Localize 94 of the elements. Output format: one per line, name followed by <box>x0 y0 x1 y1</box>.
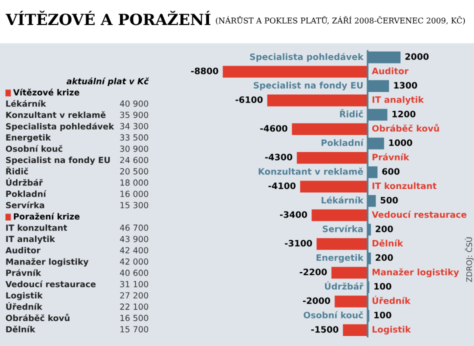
data-label: 1000 <box>389 139 412 146</box>
bar <box>334 296 368 308</box>
data-label: 33 500 <box>120 134 148 141</box>
category-label: Lékárník <box>6 100 46 107</box>
data-label: 1300 <box>394 82 418 89</box>
bar <box>342 324 368 336</box>
category-label: Servírka <box>322 225 363 232</box>
text: Poražení krize <box>14 212 80 220</box>
data-label: -4300 <box>265 154 292 160</box>
category-label: Energetik <box>316 254 364 263</box>
data-label: 27 200 <box>120 292 148 299</box>
text: Vítězové krize <box>13 88 80 96</box>
data-label: -2200 <box>300 268 327 276</box>
data-label: 42 000 <box>120 258 148 265</box>
category-label: Obráběč kovů <box>6 314 70 322</box>
data-label: 15 300 <box>120 202 148 208</box>
bar <box>312 209 368 222</box>
bar <box>316 238 368 250</box>
bar <box>267 94 368 106</box>
data-label: 40 900 <box>120 100 148 107</box>
category-label: Manažer logistiky <box>6 258 88 267</box>
category-label: Pokladní <box>322 138 364 146</box>
category-label: Servírka <box>6 202 44 208</box>
category-label: Logistik <box>372 326 412 334</box>
data-label: 40 600 <box>120 270 148 276</box>
bar <box>222 66 368 78</box>
category-label: IT konzultant <box>6 224 68 231</box>
category-label: Řidič <box>340 109 363 118</box>
data-label: 22 100 <box>120 304 148 310</box>
data-label: 16 000 <box>120 190 148 198</box>
data-label: 100 <box>374 312 392 318</box>
category-label: Dělník <box>372 239 404 247</box>
category-label: Údržbář <box>6 178 43 186</box>
chart-title: VÍTĚZOVÉ A PORAŽENÍ <box>6 10 210 26</box>
category-label: Osobní kouč <box>304 311 363 318</box>
data-label: -4600 <box>260 125 288 132</box>
category-label: Obráběč kovů <box>372 124 439 132</box>
data-label: 100 <box>374 283 392 290</box>
bar <box>292 123 368 136</box>
category-label: Právník <box>372 153 410 160</box>
category-label: Úředník <box>6 302 42 310</box>
category-label: IT konzultant <box>372 182 436 190</box>
data-label: -6100 <box>236 96 263 103</box>
data-label: 200 <box>376 226 393 232</box>
data-label: 200 <box>376 254 393 261</box>
data-label: -8800 <box>191 68 218 74</box>
category-label: Auditor <box>372 67 409 74</box>
data-label: 1200 <box>392 110 416 118</box>
category-label: Specialist na fondy EU <box>6 156 110 165</box>
data-label: -3100 <box>284 240 312 247</box>
data-label: -1500 <box>311 326 338 333</box>
data-label: 18 000 <box>120 179 148 186</box>
data-label: -2000 <box>303 297 330 304</box>
data-label: 600 <box>382 168 400 175</box>
category-label: Osobní kouč <box>6 145 62 152</box>
category-label: Manažer logistiky <box>372 268 459 278</box>
category-label: Pokladní <box>6 190 46 198</box>
category-label: Logistik <box>6 292 43 300</box>
data-label: 34 300 <box>120 123 148 130</box>
data-label: 16 500 <box>120 314 148 322</box>
data-label: 30 900 <box>120 146 148 152</box>
category-label: Specialista pohledávek <box>250 52 364 62</box>
data-label: 500 <box>380 196 398 204</box>
category-label: Konzultant v reklamě <box>6 111 106 118</box>
data-label: 20 500 <box>120 168 148 174</box>
category-label: Údržbář <box>324 281 364 290</box>
bar <box>300 180 368 192</box>
category-label: Lékárník <box>322 196 364 204</box>
category-label: Vedoucí restaurace <box>372 210 466 218</box>
data-label: 46 700 <box>120 224 148 231</box>
category-label: Úředník <box>372 296 411 304</box>
data-label: 42 400 <box>120 247 148 254</box>
category-label: Energetik <box>6 134 51 142</box>
category-label: Dělník <box>6 326 36 332</box>
category-label: IT analytik <box>372 96 424 105</box>
category-label: IT analytik <box>6 236 56 244</box>
category-label: Specialist na fondy EU <box>254 82 363 90</box>
data-label: 43 900 <box>120 236 148 242</box>
category-label: Právník <box>6 269 42 276</box>
data-label: 24 600 <box>120 156 148 164</box>
data-label: -3400 <box>280 211 308 218</box>
data-label: 15 700 <box>120 326 148 332</box>
bar <box>296 152 368 164</box>
category-label: Auditor <box>5 246 40 254</box>
data-label: -4100 <box>268 182 296 190</box>
category-label: Řidič <box>6 166 28 174</box>
category-label: Konzultant v reklamě <box>258 168 364 175</box>
bar <box>331 266 368 279</box>
data-label: 2000 <box>405 53 429 60</box>
category-label: Specialista pohledávek <box>6 122 114 132</box>
text: aktuální plat v Kč <box>66 78 150 86</box>
category-label: Vedoucí restaurace <box>5 280 96 288</box>
data-label: 35 900 <box>120 112 148 118</box>
data-label: 31 100 <box>120 280 148 288</box>
